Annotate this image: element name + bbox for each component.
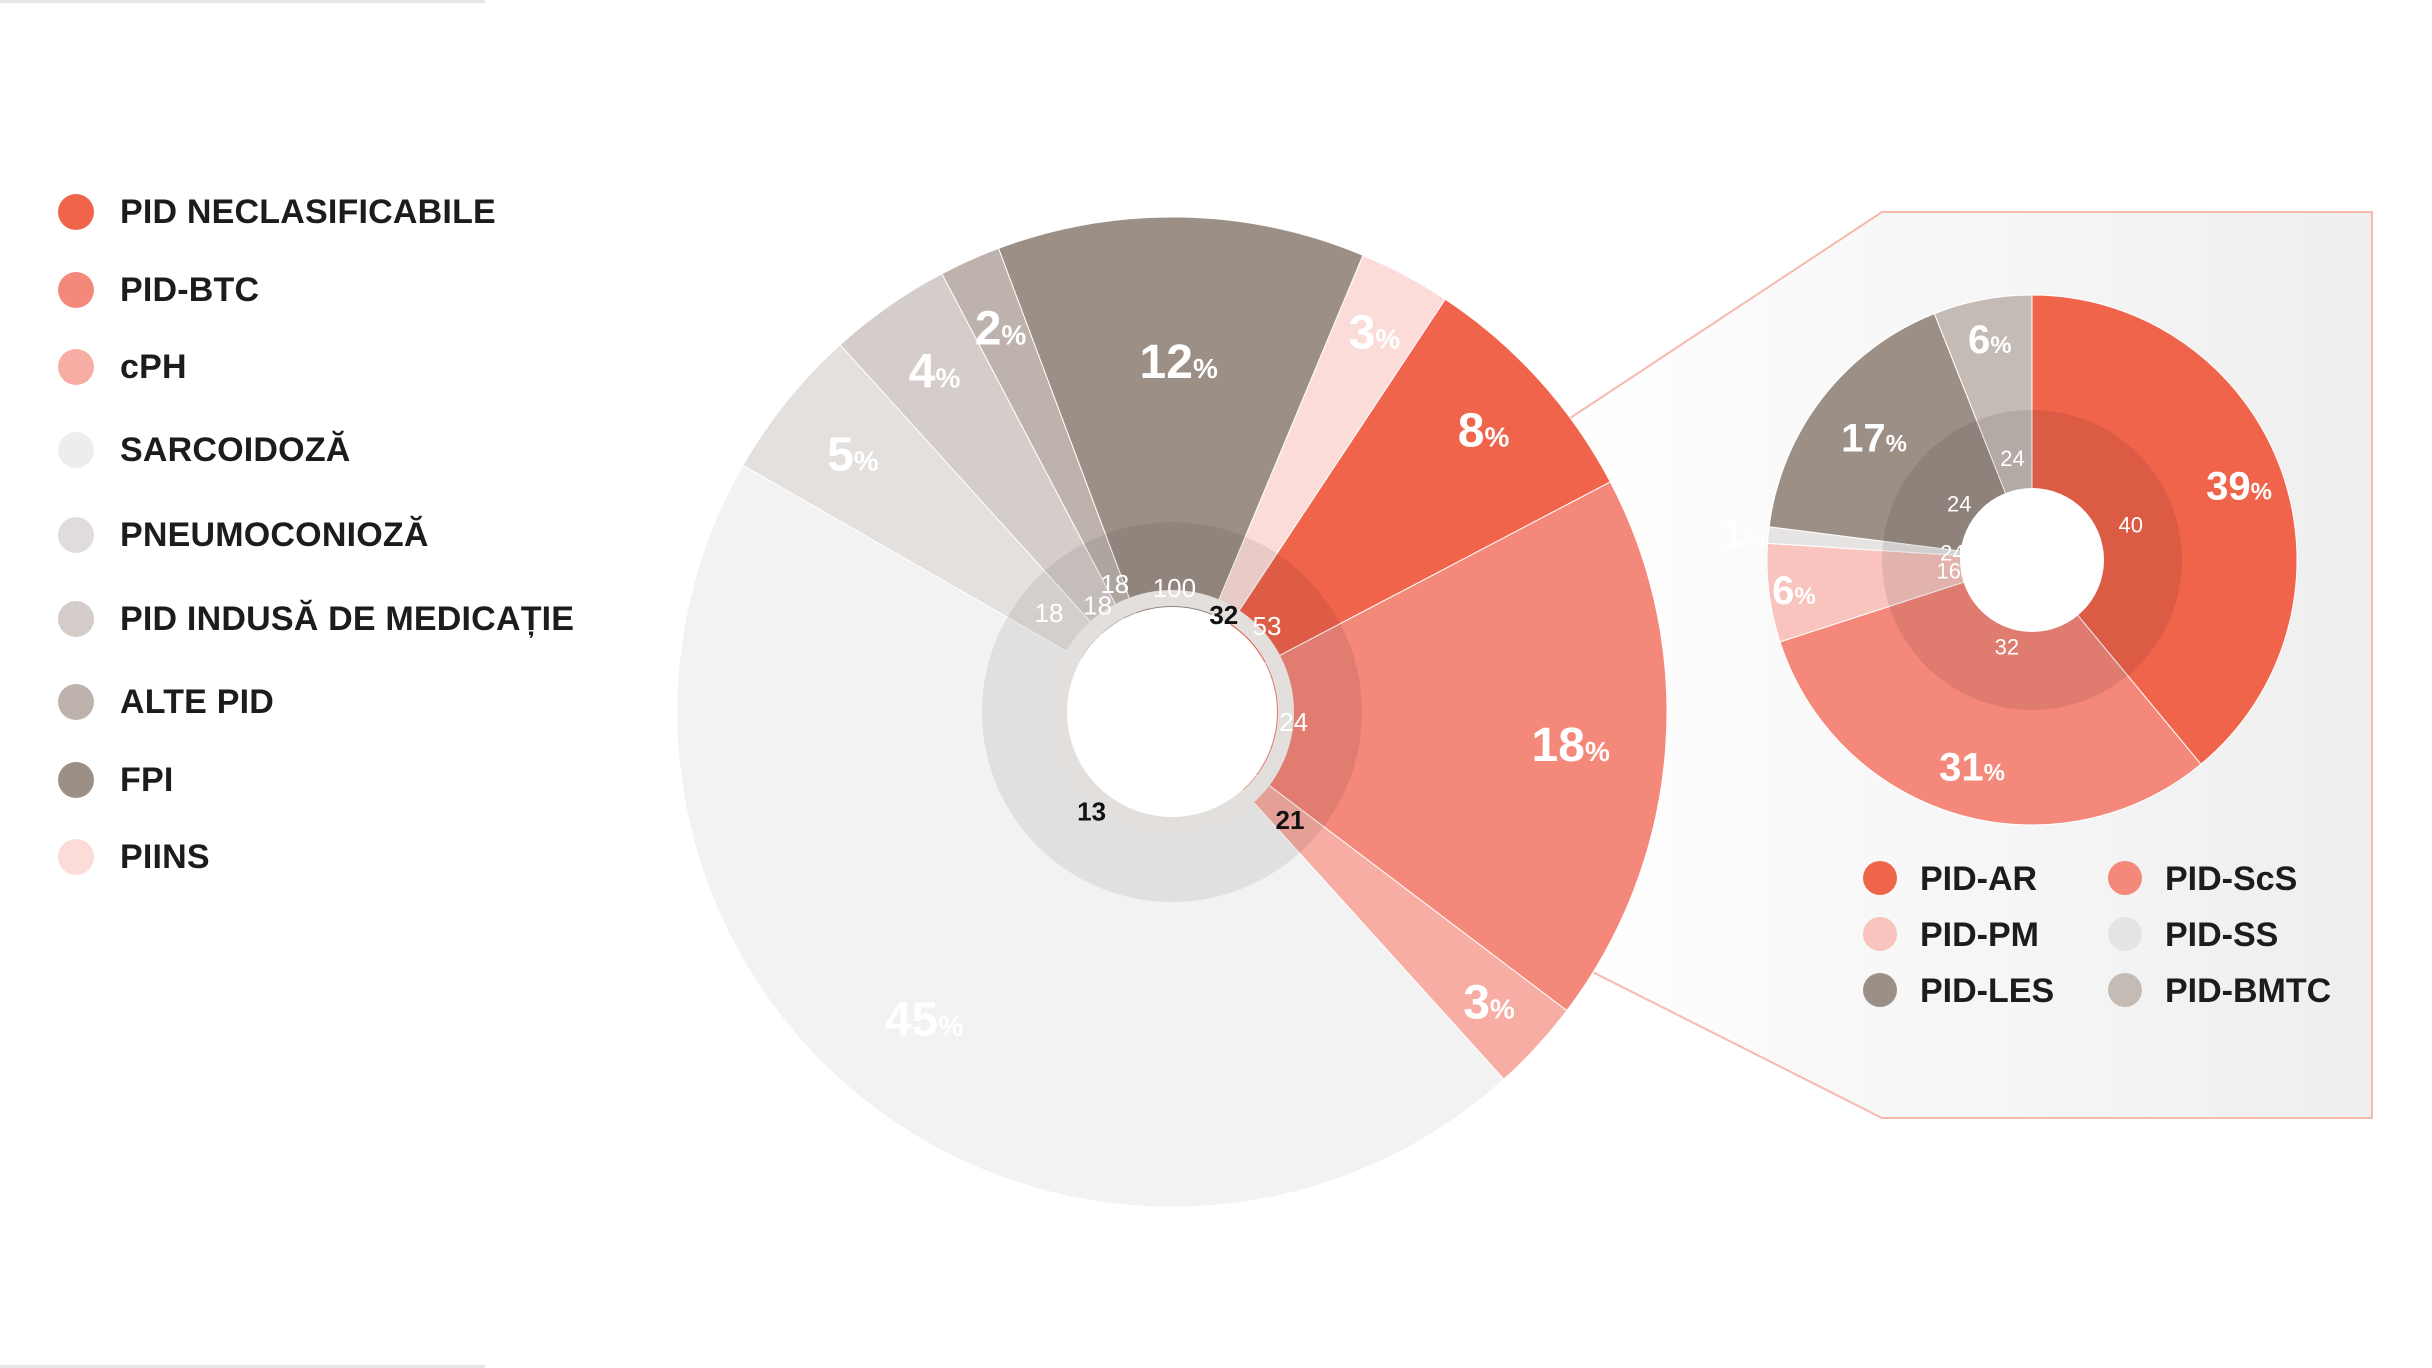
percent-label-cph: 3% xyxy=(1463,977,1515,1030)
percent-label-pid-indusa-de-medicatie: 4% xyxy=(909,346,961,399)
legend-label: PID-LES xyxy=(1920,972,2054,1010)
legend-label: PID-ScS xyxy=(2165,860,2297,898)
percent-label-pid-ss: 1% xyxy=(1722,512,1766,556)
legend-label: PNEUMOCONIOZĂ xyxy=(120,516,429,554)
count-label-pid-ss: 24 xyxy=(1940,541,1964,566)
percent-label-pid-scs: 31% xyxy=(1939,746,2005,790)
legend-label: PID-BTC xyxy=(120,271,260,309)
legend-label: SARCOIDOZĂ xyxy=(120,431,351,469)
percent-label-pid-les: 17% xyxy=(1841,416,1907,460)
count-label-pid-les: 24 xyxy=(1947,492,1971,517)
legend-swatch xyxy=(58,601,94,637)
legend-label: PID NECLASIFICABILE xyxy=(120,193,496,231)
detail-legend-item-pid-ar: PID-AR xyxy=(1863,860,2037,898)
legend-swatch xyxy=(58,272,94,308)
percent-label-sarcoidoza: 45% xyxy=(885,993,963,1046)
legend-label: cPH xyxy=(120,348,187,386)
legend-swatch xyxy=(1863,861,1897,895)
slice-pid-neclasificabile xyxy=(1171,298,1611,713)
percent-label-alte-pid: 2% xyxy=(975,303,1027,356)
legend-swatch xyxy=(2108,917,2142,951)
legend-swatch xyxy=(2108,861,2142,895)
bottom-divider xyxy=(0,1365,485,1368)
count-label-alte-pid: 18 xyxy=(1100,569,1129,599)
percent-label-pneumoconioza: 5% xyxy=(827,429,879,482)
count-label-pneumoconioza: 18 xyxy=(1035,598,1064,628)
donut-hole xyxy=(1067,607,1277,817)
detail-legend-item-pid-les: PID-LES xyxy=(1863,972,2054,1010)
count-label-fpi: 100 xyxy=(1153,573,1196,603)
detail-legend-item-pid-scs: PID-ScS xyxy=(2108,860,2297,898)
legend-swatch xyxy=(1863,917,1897,951)
percent-label-fpi: 12% xyxy=(1140,336,1218,389)
legend-swatch xyxy=(1863,973,1897,1007)
count-label-sarcoidoza: 13 xyxy=(1077,797,1106,827)
legend-label: PID-AR xyxy=(1920,860,2037,898)
legend-swatch xyxy=(58,684,94,720)
legend-swatch xyxy=(58,194,94,230)
legend-swatch xyxy=(58,349,94,385)
count-label-pid-scs: 32 xyxy=(1995,634,2019,659)
legend-label: ALTE PID xyxy=(120,683,274,721)
count-label-pid-btc: 24 xyxy=(1279,707,1308,737)
legend-label: PIINS xyxy=(120,838,210,876)
detail-donut-hole xyxy=(1960,488,2104,632)
detail-legend: PID-AR PID-ScS PID-PM PID-SS PID-LES PID-BMTC xyxy=(1863,860,2331,1010)
donut-hole-border xyxy=(1050,590,1294,834)
percent-label-pid-pm: 6% xyxy=(1772,569,1816,613)
legend-label: PID-BMTC xyxy=(2165,972,2331,1010)
count-label-pid-bmtc: 24 xyxy=(2000,446,2024,471)
legend-label: PID-PM xyxy=(1920,916,2039,954)
detail-legend-item-pid-pm: PID-PM xyxy=(1863,916,2039,954)
slice-pneumoconioza xyxy=(742,343,1173,713)
percent-label-piins: 3% xyxy=(1349,307,1401,360)
top-divider xyxy=(0,0,485,3)
percent-label-pid-neclasificabile: 8% xyxy=(1458,404,1510,457)
legend-swatch xyxy=(58,839,94,875)
legend-swatch xyxy=(58,432,94,468)
percent-label-pid-ar: 39% xyxy=(2206,465,2272,509)
legend-swatch xyxy=(58,762,94,798)
count-label-pid-neclasificabile: 53 xyxy=(1253,611,1282,641)
legend-label: FPI xyxy=(120,761,174,799)
count-label-pid-ar: 40 xyxy=(2119,512,2143,537)
legend-label: PID INDUSĂ DE MEDICAȚIE xyxy=(120,600,575,638)
slice-piins xyxy=(1171,254,1446,713)
count-label-cph: 21 xyxy=(1276,805,1305,835)
percent-label-pid-bmtc: 6% xyxy=(1968,318,2012,362)
percent-label-pid-btc: 18% xyxy=(1532,719,1610,772)
detail-legend-item-pid-bmtc: PID-BMTC xyxy=(2108,972,2331,1010)
slice-pid-ar xyxy=(2031,294,2298,765)
slice-pid-scs xyxy=(1779,559,2202,826)
slice-sarcoidoza xyxy=(676,464,1505,1208)
count-label-pid-indusa-de-medicatie: 18 xyxy=(1083,590,1112,620)
count-label-piins: 32 xyxy=(1209,600,1238,630)
detail-legend-item-pid-ss: PID-SS xyxy=(2108,916,2278,954)
legend-swatch xyxy=(58,517,94,553)
count-label-pid-pm: 16 xyxy=(1936,559,1960,584)
legend-label: PID-SS xyxy=(2165,916,2278,954)
slice-pid-btc xyxy=(1171,481,1668,1012)
slice-fpi xyxy=(997,216,1364,714)
slice-pid-les xyxy=(1768,312,2033,561)
legend-swatch xyxy=(2108,973,2142,1007)
